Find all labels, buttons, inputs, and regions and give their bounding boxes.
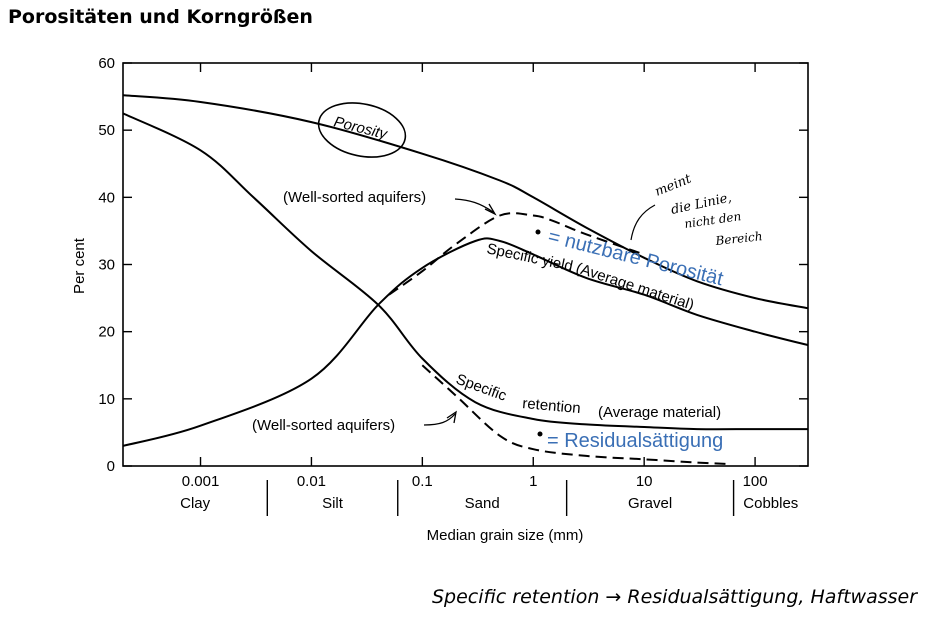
x-tick-label: 0.01: [297, 473, 326, 490]
well-sorted-lower-leader: [423, 413, 456, 426]
well-sorted-upper-label: (Well-sorted aquifers): [283, 189, 426, 206]
series-specific-yield-well-sorted-aquifers: [388, 212, 645, 296]
specific-retention-label-1: Specific: [454, 371, 510, 405]
well-sorted-lower-arrow: [446, 410, 457, 424]
x-tick-label: 10: [636, 473, 653, 490]
class-label: Clay: [180, 495, 211, 512]
annotation-residual: = Residualsättigung: [547, 430, 723, 452]
class-label: Sand: [465, 495, 500, 512]
handwritten-note: meint die Linie, nicht den Bereich: [630, 171, 763, 248]
y-tick-label: 60: [98, 55, 115, 72]
annotation-marker-retention: [537, 431, 543, 437]
x-tick-label: 100: [743, 473, 768, 490]
x-tick-label: 1: [529, 473, 537, 490]
well-sorted-lower-label: (Well-sorted aquifers): [252, 417, 395, 434]
chart-ticks: 0 10 20 30 40 50 60 0.001 0.01 0.1 1 10 100 Clay Silt S…: [98, 55, 808, 516]
handwritten-line-1: meint: [653, 171, 694, 199]
page-title: Porositäten und Korngrößen: [8, 6, 313, 28]
porosity-circle: [317, 102, 407, 158]
x-tick-label: 0.001: [182, 473, 220, 490]
class-label: Cobbles: [743, 495, 798, 512]
porosity-label: Porosity: [332, 113, 390, 143]
well-sorted-upper-leader: [454, 198, 494, 213]
y-tick-label: 30: [98, 257, 115, 274]
y-tick-label: 50: [98, 122, 115, 139]
class-label: Gravel: [628, 495, 672, 512]
x-tick-label: 0.1: [412, 473, 433, 490]
series-porosity: [122, 94, 809, 310]
handwritten-pointer: [630, 204, 656, 241]
y-tick-label: 10: [98, 391, 115, 408]
y-tick-label: 20: [98, 324, 115, 341]
footer-caption: Specific retention → Residualsättigung, …: [432, 586, 918, 608]
annotation-marker-yield: [535, 229, 541, 235]
x-axis-label: Median grain size (mm): [427, 527, 584, 544]
handwritten-line-4: Bereich: [714, 229, 763, 248]
chart-series: [122, 94, 809, 465]
y-tick-label: 0: [107, 458, 115, 475]
class-label: Silt: [322, 495, 344, 512]
specific-retention-label-2: retention: [522, 395, 582, 417]
series-specific-retention-average-material: [122, 112, 808, 431]
specific-retention-label-3: (Average material): [598, 404, 721, 421]
y-tick-label: 40: [98, 189, 115, 206]
well-sorted-upper-arrow: [484, 203, 497, 216]
series-specific-yield-average-material: [122, 237, 809, 447]
y-axis-label: Per cent: [71, 237, 88, 294]
